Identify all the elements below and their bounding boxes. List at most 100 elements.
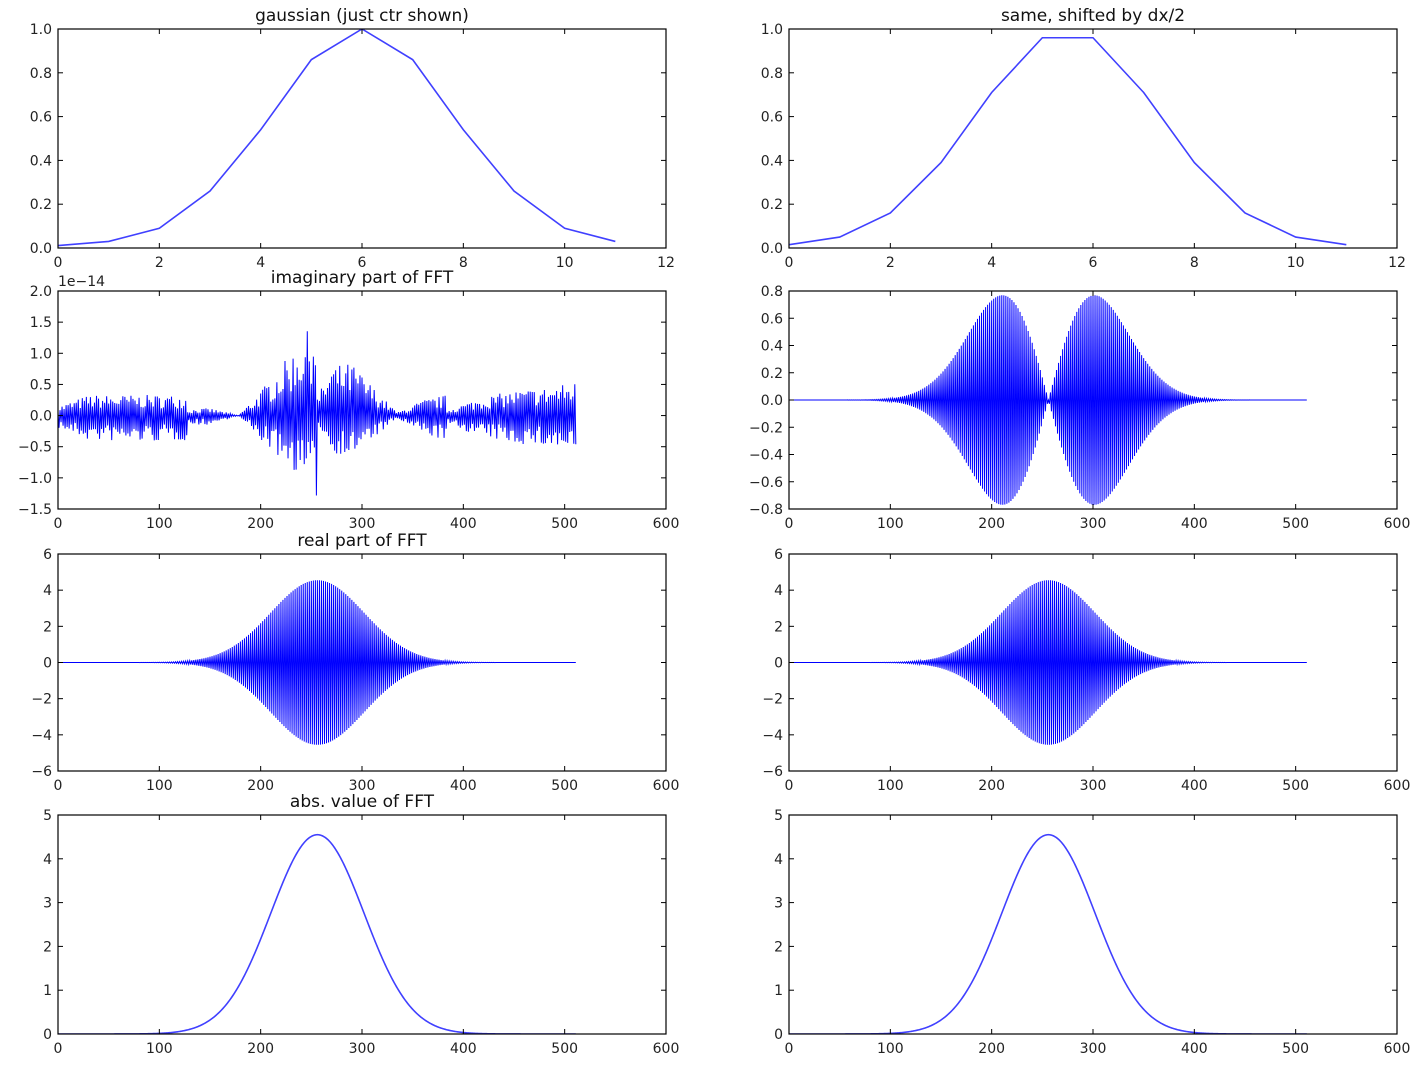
x-tick-label: 8 xyxy=(1190,255,1199,271)
y-tick-label: 0.5 xyxy=(30,377,52,393)
x-tick-label: 100 xyxy=(877,778,904,794)
x-tick-label: 2 xyxy=(886,255,895,271)
y-tick-label: −0.5 xyxy=(18,440,52,456)
x-tick-label: 6 xyxy=(1089,255,1098,271)
x-tick-label: 200 xyxy=(978,778,1005,794)
x-tick-label: 100 xyxy=(146,1041,173,1057)
x-tick-label: 200 xyxy=(978,1041,1005,1057)
y-tick-label: −0.8 xyxy=(749,502,783,518)
y-tick-label: 0.0 xyxy=(761,241,783,257)
y-tick-label: 0.8 xyxy=(761,66,783,82)
y-tick-label: 0.2 xyxy=(761,366,783,382)
series-line xyxy=(58,580,576,745)
x-tick-label: 600 xyxy=(1384,1041,1411,1057)
y-tick-label: −4 xyxy=(31,728,52,744)
x-tick-label: 500 xyxy=(1282,1041,1309,1057)
subplot-2: 0 100 200 300 400 500 600 −1.5 −1.0 −0.5 0.0 0.5 1.0… xyxy=(18,268,679,532)
series-line xyxy=(58,833,576,1034)
subplot-title: gaussian (just ctr shown) xyxy=(255,6,469,26)
subplot-1: 0 2 4 6 8 10 12 0.0 0.2 0.4 0.6 0.8 1.0 same, shifted… xyxy=(761,6,1406,271)
y-tick-label: −1.5 xyxy=(18,502,52,518)
subplot-7: 0 100 200 300 400 500 600 0 1 2 3 4 5 xyxy=(774,808,1410,1057)
subplot-title: same, shifted by dx/2 xyxy=(1001,6,1185,26)
x-tick-label: 100 xyxy=(877,516,904,532)
subplot-5: 0 100 200 300 400 500 600 −6 −4 −2 0 2 4 6 xyxy=(762,547,1410,794)
y-tick-label: −0.2 xyxy=(749,420,783,436)
y-tick-label: 0.8 xyxy=(30,66,52,82)
y-tick-label: 2 xyxy=(43,939,52,955)
y-tick-label: 0 xyxy=(774,656,783,672)
y-tick-label: 0 xyxy=(43,656,52,672)
subplot-4: 0 100 200 300 400 500 600 −6 −4 −2 0 2 4 6 real part o… xyxy=(31,531,679,794)
x-tick-label: 600 xyxy=(653,778,680,794)
x-tick-label: 500 xyxy=(551,778,578,794)
x-tick-label: 12 xyxy=(657,255,675,271)
subplot-6: 0 100 200 300 400 500 600 0 1 2 3 4 5 abs. value of F… xyxy=(43,792,679,1057)
y-tick-label: −0.4 xyxy=(749,448,783,464)
y-tick-label: 0.6 xyxy=(30,110,52,126)
y-tick-label: 4 xyxy=(43,583,52,599)
series-line xyxy=(58,331,577,496)
x-tick-label: 200 xyxy=(247,1041,274,1057)
y-tick-label: 5 xyxy=(43,808,52,824)
x-tick-label: 0 xyxy=(785,516,794,532)
x-tick-label: 500 xyxy=(1282,778,1309,794)
x-tick-label: 300 xyxy=(349,516,376,532)
y-tick-label: 1.5 xyxy=(30,315,52,331)
x-tick-label: 400 xyxy=(450,778,477,794)
y-tick-label: 2 xyxy=(774,939,783,955)
x-tick-label: 500 xyxy=(1282,516,1309,532)
x-tick-label: 100 xyxy=(877,1041,904,1057)
x-tick-label: 0 xyxy=(785,778,794,794)
y-tick-label: 4 xyxy=(774,583,783,599)
x-tick-label: 500 xyxy=(551,1041,578,1057)
x-tick-label: 500 xyxy=(551,516,578,532)
x-tick-label: 0 xyxy=(54,778,63,794)
y-tick-label: 0.0 xyxy=(30,241,52,257)
y-tick-label: 1.0 xyxy=(761,22,783,38)
x-tick-label: 0 xyxy=(54,255,63,271)
axes-frame xyxy=(788,28,1398,249)
x-tick-label: 8 xyxy=(459,255,468,271)
series-line xyxy=(789,36,1347,246)
y-tick-label: 0 xyxy=(43,1027,52,1043)
x-tick-label: 100 xyxy=(146,516,173,532)
y-tick-label: 4 xyxy=(774,852,783,868)
y-tick-label: 0.6 xyxy=(761,311,783,327)
axes-frame xyxy=(57,814,667,1035)
y-tick-label: 0.0 xyxy=(30,409,52,425)
subplot-title: abs. value of FFT xyxy=(290,792,435,812)
y-tick-label: −6 xyxy=(31,764,52,780)
y-tick-label: 2 xyxy=(774,619,783,635)
y-tick-label: 3 xyxy=(43,896,52,912)
y-tick-label: 2.0 xyxy=(30,284,52,300)
x-tick-label: 400 xyxy=(450,1041,477,1057)
y-tick-label: 0 xyxy=(774,1027,783,1043)
x-tick-label: 300 xyxy=(349,778,376,794)
x-tick-label: 300 xyxy=(1080,1041,1107,1057)
x-tick-label: 6 xyxy=(358,255,367,271)
subplot-0: 0 2 4 6 8 10 12 0.0 0.2 0.4 0.6 0.8 1.0 gaussian (jus… xyxy=(30,6,675,271)
y-tick-label: −4 xyxy=(762,728,783,744)
y-tick-label: 0.2 xyxy=(761,197,783,213)
x-tick-label: 600 xyxy=(653,516,680,532)
x-tick-label: 600 xyxy=(1384,778,1411,794)
x-tick-label: 200 xyxy=(247,778,274,794)
x-tick-label: 2 xyxy=(155,255,164,271)
x-tick-label: 600 xyxy=(1384,516,1411,532)
y-tick-label: 0.2 xyxy=(30,197,52,213)
x-tick-label: 10 xyxy=(556,255,574,271)
subplot-title: imaginary part of FFT xyxy=(271,268,454,288)
y-tick-label: 1.0 xyxy=(30,22,52,38)
y-tick-label: −1.0 xyxy=(18,471,52,487)
series-line xyxy=(789,833,1307,1034)
x-tick-label: 4 xyxy=(987,255,996,271)
subplot-3: 0 100 200 300 400 500 600 −0.8 −0.6 −0.4 −0.2 0.0 0.… xyxy=(749,284,1410,532)
x-tick-label: 4 xyxy=(256,255,265,271)
y-tick-label: 0.0 xyxy=(761,393,783,409)
axes-frame xyxy=(57,28,667,249)
y-tick-label: 6 xyxy=(774,547,783,563)
series-line xyxy=(789,295,1307,505)
x-tick-label: 400 xyxy=(1181,778,1208,794)
